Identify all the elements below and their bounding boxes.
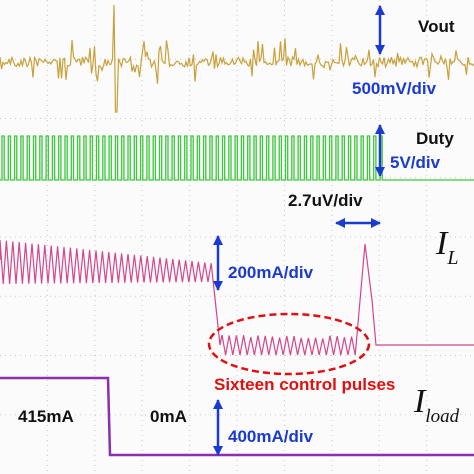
annotation: Sixteen control pulses bbox=[214, 375, 395, 394]
load-after: 0mA bbox=[150, 407, 187, 426]
load-scale: 400mA/div bbox=[228, 427, 314, 446]
load-before: 415mA bbox=[18, 407, 74, 426]
vout-scale: 500mV/div bbox=[352, 79, 437, 98]
load-trace bbox=[0, 376, 474, 457]
highlight-ellipse bbox=[207, 312, 371, 376]
symbol: I bbox=[435, 225, 449, 262]
inductor-scale: 200mA/div bbox=[228, 263, 314, 282]
duty-scale: 5V/div bbox=[390, 153, 441, 172]
duty-trace bbox=[0, 135, 474, 181]
duty-label: Duty bbox=[416, 129, 454, 148]
waveforms bbox=[0, 4, 474, 457]
vout-label: Vout bbox=[418, 17, 455, 36]
inductor-symbol: IL bbox=[435, 225, 458, 269]
vout-trace bbox=[0, 4, 474, 113]
inductor-trace bbox=[0, 239, 474, 356]
symbol: I bbox=[413, 383, 427, 420]
subscript: L bbox=[446, 247, 458, 269]
time-scale: 2.7uV/div bbox=[288, 191, 363, 210]
subscript: load bbox=[425, 406, 459, 427]
load-symbol: Iload bbox=[413, 383, 460, 427]
